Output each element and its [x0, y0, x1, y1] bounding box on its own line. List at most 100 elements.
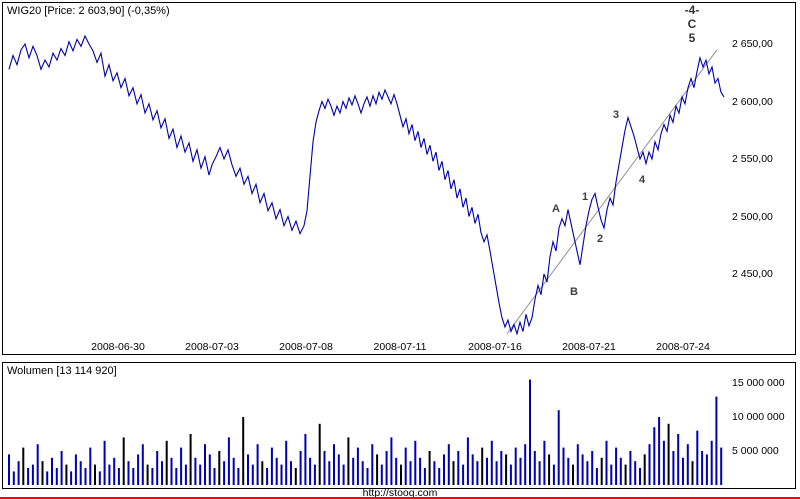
volume-bar	[605, 440, 608, 485]
volume-bar	[65, 464, 68, 485]
volume-bar	[648, 444, 651, 485]
volume-bar	[562, 447, 565, 485]
stooq-url-watermark: http://stooq.com	[362, 487, 438, 499]
volume-bar	[227, 437, 230, 485]
price-x-axis-date-label: 2008-07-03	[185, 341, 239, 353]
price-chart-svg	[8, 34, 725, 336]
volume-bar	[433, 461, 436, 485]
volume-bar	[366, 468, 369, 485]
volume-bar	[156, 451, 159, 485]
volume-bar	[629, 451, 632, 485]
volume-bar	[428, 451, 431, 485]
volume-bar	[490, 440, 493, 485]
volume-bar	[701, 451, 704, 485]
volume-bar	[586, 461, 589, 485]
volume-bar	[677, 434, 680, 485]
volume-bar	[51, 457, 53, 485]
volume-bar	[710, 440, 713, 485]
volume-bar	[619, 457, 622, 485]
volume-bar	[27, 468, 30, 485]
footer-red-line	[0, 497, 800, 499]
volume-bar	[385, 451, 388, 485]
volume-bar	[184, 464, 187, 485]
volume-bar	[495, 461, 498, 485]
volume-bar	[466, 437, 469, 485]
volume-bar	[414, 440, 417, 485]
volume-y-axis-label: 15 000 000	[732, 377, 785, 389]
volume-bar	[667, 423, 670, 485]
volume-bar	[290, 461, 292, 485]
volume-bar	[132, 468, 135, 485]
volume-bar	[323, 451, 326, 485]
volume-bar	[395, 457, 398, 485]
volume-bar	[581, 454, 584, 485]
volume-bar	[548, 454, 551, 485]
volume-bar	[161, 461, 163, 485]
price-x-axis-date-label: 2008-07-16	[468, 341, 522, 353]
volume-bar	[352, 457, 355, 485]
volume-bar	[705, 454, 708, 485]
volume-bar	[509, 464, 512, 485]
price-chart-panel: WIG20 [Price: 2 603,90] (-0,35%) 2 650,0…	[2, 2, 796, 355]
price-x-axis-date-label: 2008-06-30	[91, 341, 145, 353]
volume-bar	[476, 461, 479, 485]
volume-bar	[108, 464, 111, 485]
volume-bar	[275, 457, 278, 485]
volume-bar	[103, 440, 106, 485]
volume-chart-panel: Wolumen [13 114 920] 15 000 000 10 000 00…	[2, 362, 796, 489]
volume-bar	[309, 457, 312, 485]
volume-bar	[333, 444, 335, 485]
volume-bar	[720, 447, 723, 485]
volume-bar	[715, 396, 718, 485]
volume-chart-svg	[8, 379, 723, 485]
volume-bar	[127, 461, 130, 485]
volume-bar	[170, 457, 173, 485]
volume-bar	[165, 440, 168, 485]
volume-bar	[337, 454, 340, 485]
volume-bar	[481, 447, 484, 485]
volume-bar	[8, 454, 10, 485]
price-chart-title: WIG20 [Price: 2 603,90] (-0,35%)	[7, 5, 170, 17]
volume-bar	[304, 434, 307, 485]
volume-bar	[94, 464, 96, 485]
price-y-axis-label: 2 550,00	[732, 153, 773, 165]
volume-bar	[404, 447, 407, 485]
volume-bar	[576, 444, 579, 485]
volume-bar	[696, 430, 699, 485]
trend-line	[506, 49, 718, 335]
volume-bar	[113, 457, 116, 485]
volume-bar	[280, 464, 283, 485]
volume-bar	[74, 454, 77, 485]
volume-bar	[409, 461, 412, 485]
price-y-axis-label: 2 600,00	[732, 96, 773, 108]
price-y-axis-label: 2 450,00	[732, 268, 773, 280]
volume-bar	[247, 454, 249, 485]
volume-bar	[452, 461, 455, 485]
volume-bar	[615, 447, 618, 485]
volume-bar	[194, 457, 197, 485]
volume-bar	[376, 454, 379, 485]
volume-bar	[79, 461, 82, 485]
volume-bar	[443, 454, 445, 485]
volume-bar	[137, 454, 140, 485]
volume-bar	[524, 444, 527, 485]
volume-bar	[572, 464, 574, 485]
volume-bar	[505, 454, 508, 485]
volume-bar	[457, 451, 460, 485]
volume-bar	[519, 457, 522, 485]
volume-bar	[356, 447, 359, 485]
volume-bar	[60, 451, 63, 485]
volume-bar	[380, 464, 383, 485]
volume-bar	[180, 447, 183, 485]
volume-bar	[36, 444, 39, 485]
volume-bar	[423, 468, 426, 485]
volume-bar	[643, 454, 646, 485]
volume-bar	[141, 444, 144, 485]
volume-bar	[595, 468, 598, 485]
volume-bar	[213, 468, 216, 485]
volume-bar	[419, 457, 422, 485]
volume-y-axis-label: 5 000 000	[732, 445, 779, 457]
volume-bar	[600, 457, 603, 485]
volume-bar	[117, 468, 120, 485]
volume-bar	[347, 437, 350, 485]
